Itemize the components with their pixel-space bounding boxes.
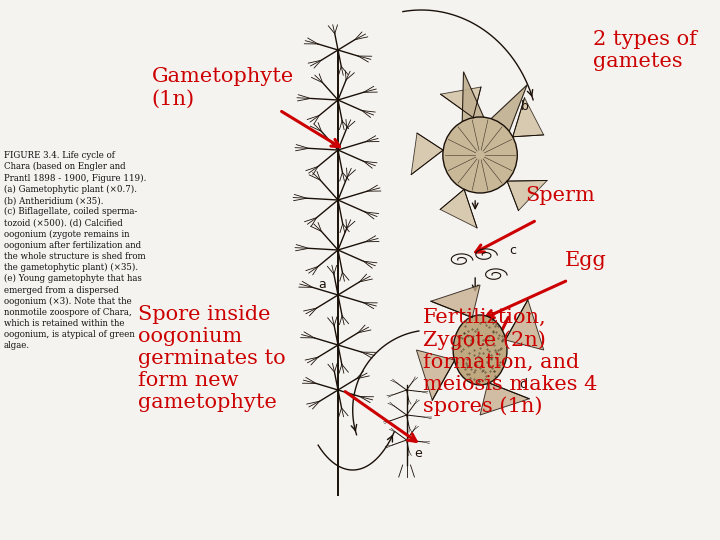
Text: d: d [519, 379, 527, 392]
Text: 2 types of
gametes: 2 types of gametes [593, 30, 696, 71]
Polygon shape [411, 133, 443, 174]
Text: c: c [510, 244, 516, 256]
Polygon shape [431, 285, 480, 318]
Text: Egg: Egg [564, 251, 606, 270]
Text: FIGURE 3.4. Life cycle of
Chara (based on Engler and
Prantl 1898 - 1900, Figure : FIGURE 3.4. Life cycle of Chara (based o… [4, 151, 146, 350]
Polygon shape [462, 72, 484, 122]
Polygon shape [440, 190, 477, 228]
Polygon shape [480, 382, 529, 415]
Ellipse shape [453, 315, 507, 385]
Polygon shape [416, 350, 455, 400]
Text: Fertiliztion,
Zygote (2n)
formation, and
meiosis makes 4
spores (1n): Fertiliztion, Zygote (2n) formation, and… [423, 308, 598, 416]
Text: b: b [521, 100, 529, 113]
Text: Spore inside
oogonium
germinates to
form new
gametophyte: Spore inside oogonium germinates to form… [138, 305, 285, 412]
Polygon shape [491, 85, 527, 131]
Polygon shape [513, 98, 544, 137]
Polygon shape [505, 300, 544, 350]
Polygon shape [441, 87, 481, 118]
Text: e: e [415, 447, 422, 460]
Circle shape [443, 117, 517, 193]
Text: Sperm: Sperm [526, 186, 595, 205]
Text: Gametophyte
(1n): Gametophyte (1n) [152, 68, 294, 109]
Text: a: a [318, 279, 326, 292]
Polygon shape [507, 180, 547, 211]
